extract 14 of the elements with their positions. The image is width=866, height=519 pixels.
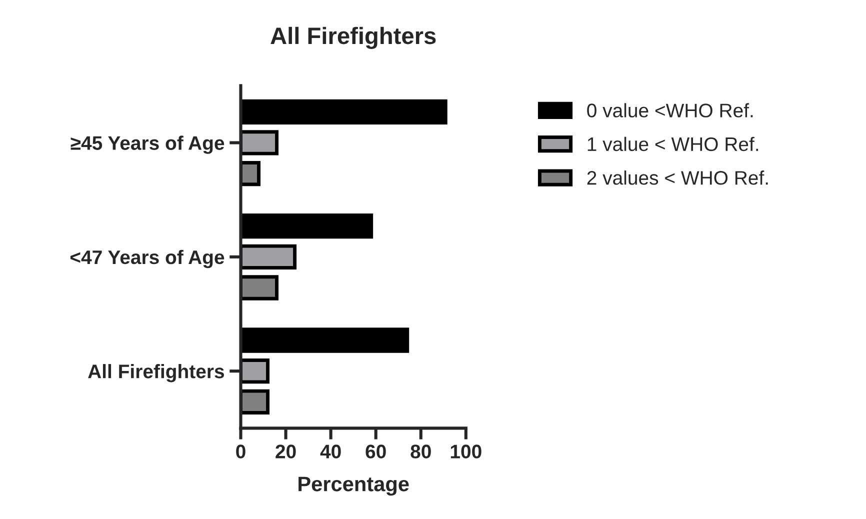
x-axis-title: Percentage xyxy=(298,476,409,496)
x-tick-label: 0 xyxy=(236,444,246,458)
x-tick-label: 40 xyxy=(320,444,341,458)
legend-label: 1 value < WHO Ref. xyxy=(588,136,758,152)
x-tick-label: 80 xyxy=(410,444,431,458)
chart-title: All Firefighters xyxy=(270,26,436,49)
y-tick-label: <47 Years of Age xyxy=(70,250,224,268)
y-tick-label: All Firefighters xyxy=(88,364,224,382)
legend-label: 0 value <WHO Ref. xyxy=(587,103,753,118)
legend-label: 2 values < WHO Ref. xyxy=(587,170,768,185)
y-tick-label: ≥45 Years of Age xyxy=(70,136,224,154)
x-tick-label: 60 xyxy=(366,444,386,458)
x-tick-label: 100 xyxy=(450,444,482,458)
x-tick-label: 20 xyxy=(276,444,296,458)
